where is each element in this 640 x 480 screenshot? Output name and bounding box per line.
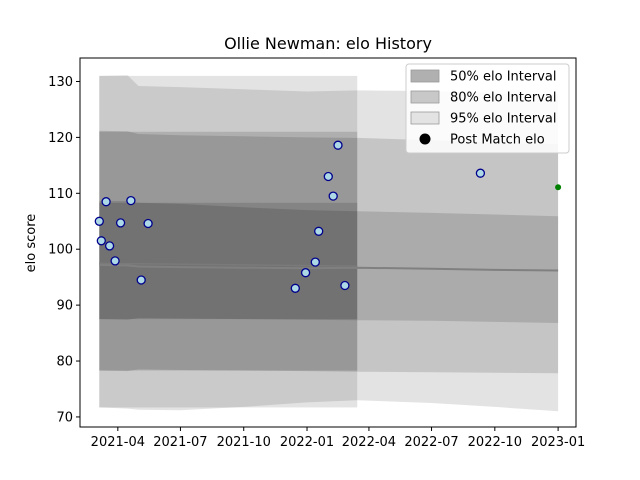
x-tick-label: 2022-04 <box>342 435 396 450</box>
y-tick-label: 120 <box>48 131 73 146</box>
y-tick-label: 80 <box>56 355 73 370</box>
x-axis-ticks: 2021-04 2021-07 2021-10 2022-01 2022-04 2022-… <box>91 427 585 450</box>
legend-label: 50% elo Interval <box>450 70 557 85</box>
chart-title: Ollie Newman: elo History <box>224 34 432 53</box>
shade-p80 <box>99 131 358 371</box>
data-point <box>475 168 486 178</box>
y-tick-label: 130 <box>48 75 73 90</box>
data-point <box>314 226 324 236</box>
post-match-points <box>94 140 562 293</box>
data-point <box>115 218 126 228</box>
x-tick-label: 2021-04 <box>91 435 145 450</box>
band-p50 <box>99 201 559 323</box>
plot-frame <box>79 57 577 428</box>
data-point <box>101 197 111 207</box>
legend-box <box>405 63 570 154</box>
data-point <box>333 140 343 150</box>
y-tick-label: 90 <box>56 299 73 314</box>
x-tick-label: 2021-07 <box>153 435 207 450</box>
legend-swatch <box>410 111 440 125</box>
latest-point <box>555 184 562 191</box>
y-axis-label: elo score <box>24 214 39 273</box>
data-point <box>104 241 115 251</box>
legend-label: 80% elo Interval <box>450 91 557 106</box>
band-p80 <box>99 130 559 374</box>
y-axis-ticks: 70 80 90 100 110 120 130 <box>48 75 80 425</box>
data-point <box>94 216 104 226</box>
shade-p95 <box>99 75 358 408</box>
data-point <box>328 191 338 201</box>
data-point <box>300 268 311 278</box>
data-point <box>290 283 300 293</box>
legend: 50% elo Interval 80% elo Interval 95% elo … <box>405 63 570 154</box>
y-tick-label: 100 <box>48 243 73 258</box>
interval-bands <box>99 75 559 412</box>
legend-marker <box>419 133 431 145</box>
x-tick-label: 2022-01 <box>280 435 334 450</box>
band-p95 <box>99 75 559 412</box>
y-tick-label: 110 <box>48 187 73 202</box>
x-tick-label: 2022-07 <box>404 435 458 450</box>
legend-label: Post Match elo <box>450 133 545 148</box>
data-point <box>96 236 106 246</box>
legend-label: 95% elo Interval <box>450 112 557 127</box>
data-point <box>136 275 146 285</box>
data-point <box>126 195 136 206</box>
data-point <box>340 280 350 291</box>
median-line <box>99 263 559 272</box>
data-point <box>110 256 120 266</box>
data-point <box>323 171 333 182</box>
legend-swatch <box>410 69 440 83</box>
x-tick-label: 2023-01 <box>531 435 585 450</box>
interval-shade <box>99 75 358 408</box>
y-tick-label: 70 <box>56 410 73 425</box>
x-tick-label: 2022-10 <box>468 435 522 450</box>
x-tick-label: 2021-10 <box>217 435 271 450</box>
legend-swatch <box>410 90 440 104</box>
data-point <box>143 218 153 229</box>
legend-items: 50% elo Interval 80% elo Interval 95% elo … <box>410 69 557 148</box>
data-point <box>310 257 320 267</box>
